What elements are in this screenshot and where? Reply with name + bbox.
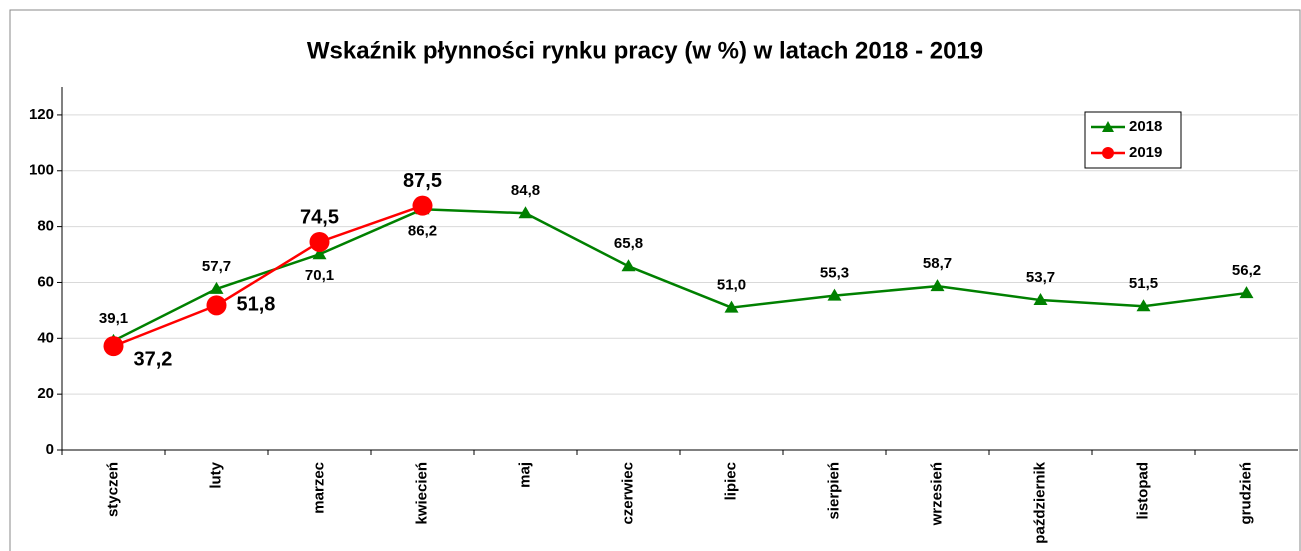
y-tick-label: 0 [46, 441, 54, 458]
data-label: 55,3 [820, 265, 849, 282]
chart-title: Wskaźnik płynności rynku pracy (w %) w l… [307, 37, 983, 64]
x-tick-label: listopad [1134, 462, 1151, 520]
data-label: 87,5 [403, 170, 442, 192]
data-label: 51,5 [1129, 275, 1158, 292]
data-label: 51,0 [717, 277, 746, 294]
marker [827, 288, 842, 301]
data-label: 53,7 [1026, 269, 1055, 286]
x-tick-label: luty [207, 461, 224, 488]
y-tick-label: 120 [29, 106, 54, 123]
marker [206, 295, 227, 316]
data-label: 56,2 [1232, 262, 1261, 279]
x-tick-label: wrzesień [928, 462, 945, 526]
x-tick-label: lipiec [722, 462, 739, 500]
marker [103, 336, 124, 357]
legend-label: 2019 [1129, 144, 1162, 161]
y-tick-label: 60 [37, 273, 54, 290]
marker [1136, 299, 1151, 312]
x-tick-label: kwiecień [413, 462, 430, 525]
data-label: 65,8 [614, 235, 643, 252]
x-tick-label: czerwiec [619, 462, 636, 525]
marker [1033, 293, 1048, 306]
marker [724, 300, 739, 313]
data-label: 39,1 [99, 310, 128, 327]
data-label: 37,2 [134, 348, 173, 370]
series-line [112, 208, 1247, 342]
marker [518, 206, 533, 219]
marker [412, 195, 433, 216]
data-label: 57,7 [202, 258, 231, 275]
marker [1239, 286, 1254, 299]
data-label: 86,2 [408, 222, 437, 239]
legend-marker [1102, 147, 1114, 159]
marker [312, 247, 327, 260]
frame [9, 9, 1301, 551]
data-label: 58,7 [923, 255, 952, 272]
marker [621, 259, 636, 272]
data-label: 74,5 [300, 206, 339, 228]
marker [309, 231, 330, 252]
data-label: 84,8 [511, 182, 540, 199]
legend-box [1084, 111, 1182, 169]
y-tick-label: 20 [37, 385, 54, 402]
x-tick-label: październik [1031, 461, 1048, 543]
legend-label: 2018 [1129, 118, 1162, 135]
y-tick-label: 80 [37, 218, 54, 235]
series-line [113, 204, 423, 348]
x-tick-label: grudzień [1237, 462, 1254, 525]
x-tick-label: maj [516, 462, 533, 488]
marker [930, 279, 945, 292]
x-tick-label: marzec [310, 462, 327, 514]
y-tick-label: 100 [29, 162, 54, 179]
x-tick-label: sierpień [825, 462, 842, 520]
data-label: 70,1 [305, 267, 334, 284]
legend-marker [1102, 121, 1114, 132]
y-tick-label: 40 [37, 329, 54, 346]
data-label: 51,8 [237, 294, 276, 316]
marker [209, 281, 224, 294]
x-tick-label: styczeń [104, 462, 121, 517]
